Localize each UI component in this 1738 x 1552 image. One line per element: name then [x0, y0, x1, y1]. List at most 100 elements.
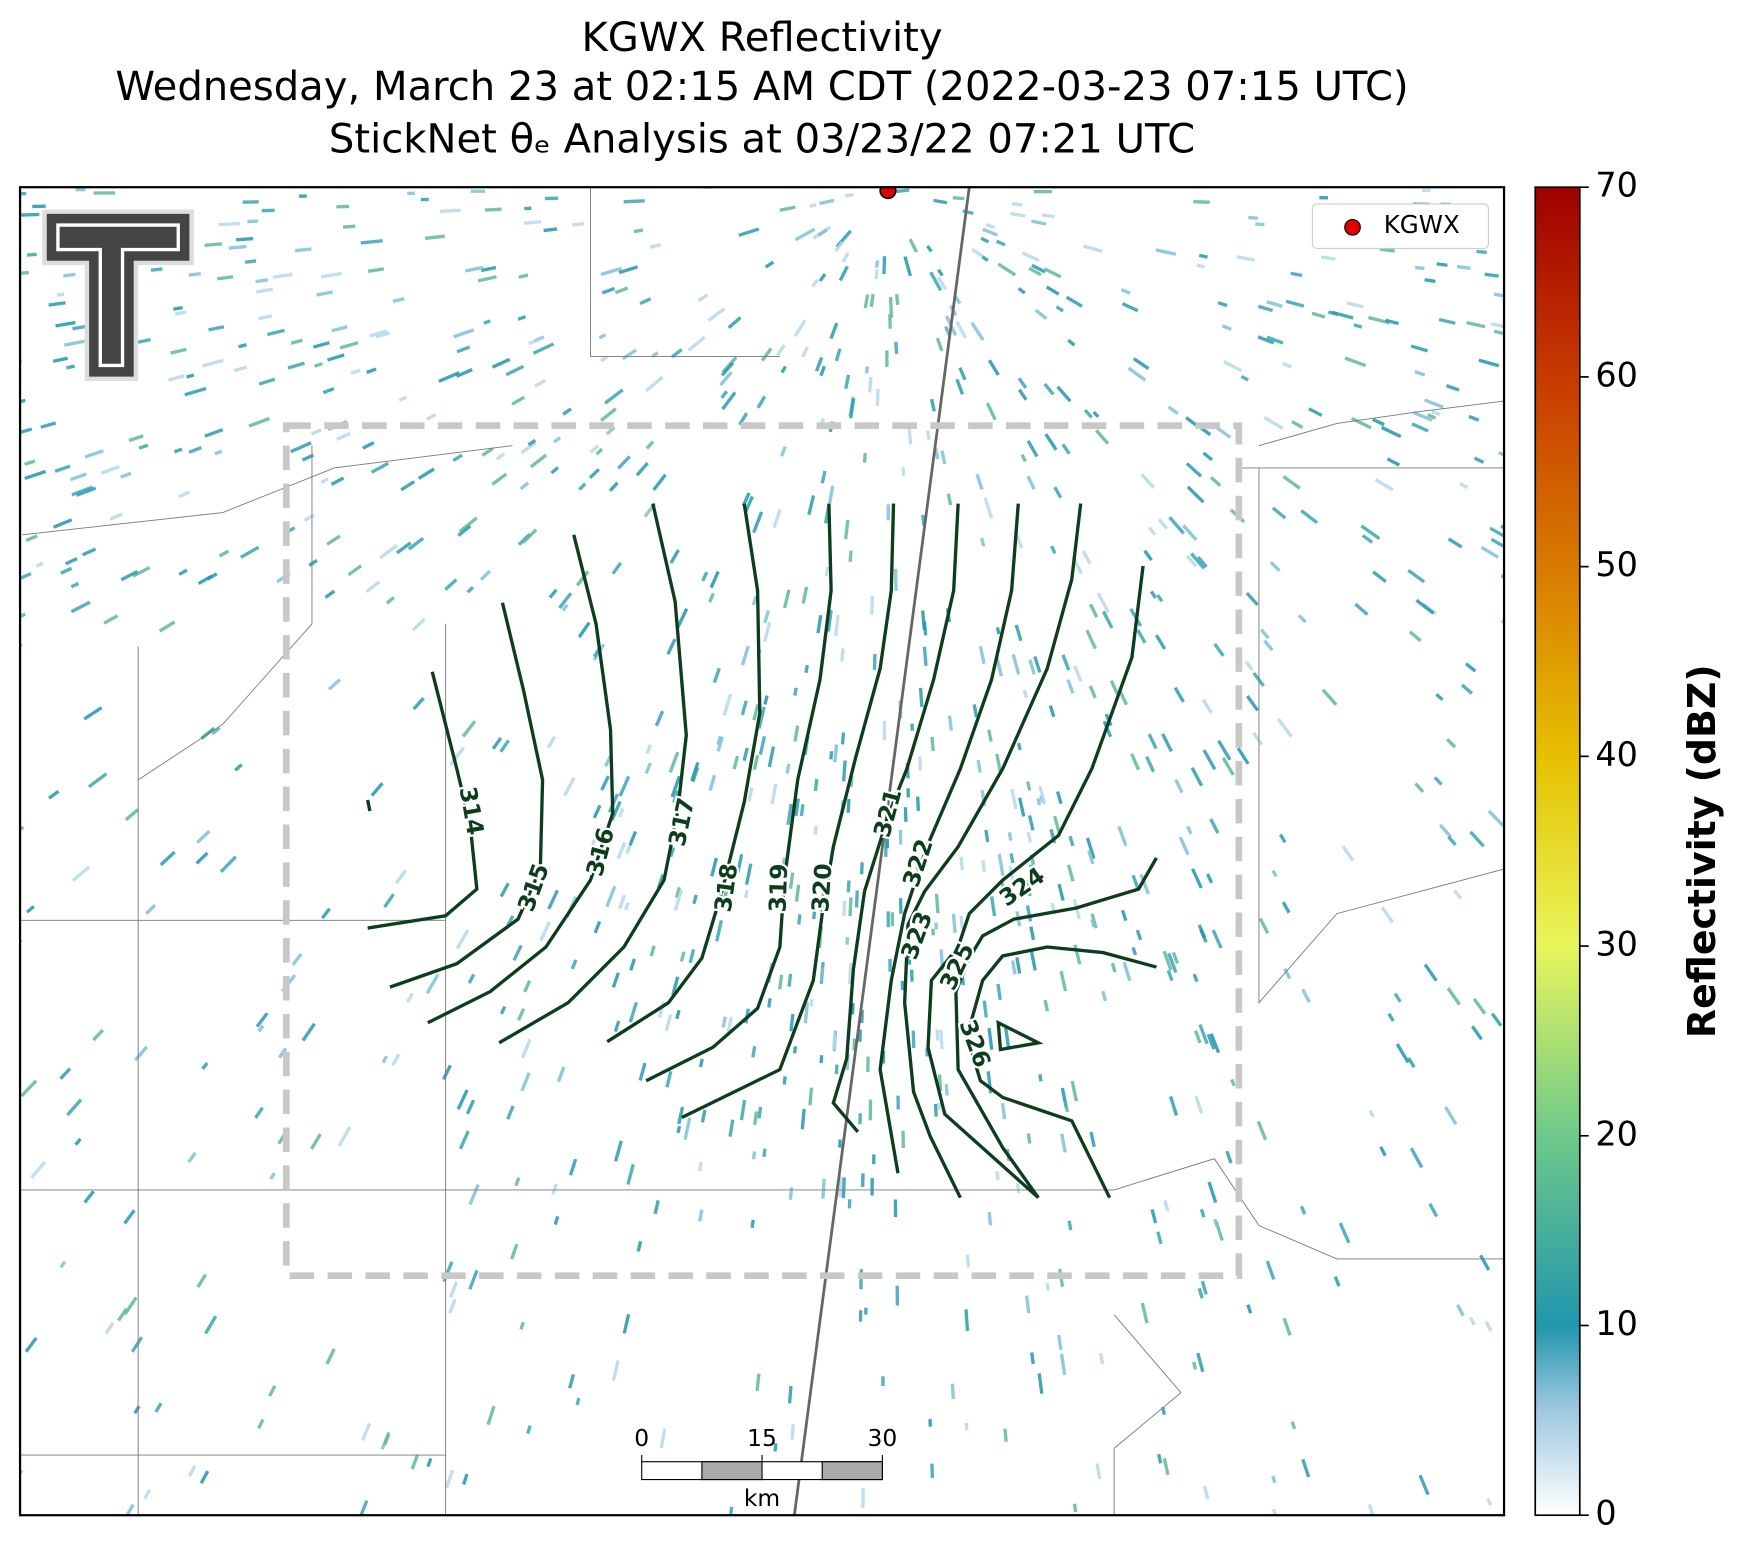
echo — [1490, 537, 1505, 548]
echo — [1265, 1260, 1276, 1280]
echo — [456, 345, 471, 354]
echo — [362, 441, 375, 450]
echo — [1412, 410, 1433, 422]
echo — [1198, 253, 1208, 259]
echo — [491, 472, 508, 486]
echo — [425, 413, 437, 421]
echo — [1368, 1109, 1375, 1118]
echo — [1043, 267, 1062, 279]
echo — [608, 481, 619, 492]
echo — [327, 353, 345, 362]
echo — [908, 238, 919, 253]
echo — [495, 452, 506, 461]
echo — [847, 1199, 852, 1209]
echo — [959, 856, 965, 871]
echo — [128, 434, 144, 443]
echo — [256, 287, 274, 294]
echo — [780, 365, 787, 374]
echo — [528, 335, 545, 346]
echo — [519, 1321, 525, 1330]
echo — [339, 341, 359, 350]
echo — [723, 890, 731, 909]
echo — [100, 465, 120, 475]
echo — [310, 1133, 322, 1150]
echo — [543, 227, 558, 233]
contour-label: 318 — [709, 862, 744, 914]
echo — [1053, 486, 1063, 499]
echo — [1447, 537, 1463, 549]
echo — [168, 374, 185, 382]
echo — [1028, 659, 1036, 675]
echo — [975, 473, 984, 491]
echo — [700, 1109, 707, 1123]
echo — [491, 736, 503, 750]
echo — [1033, 189, 1052, 194]
echo — [726, 1017, 733, 1036]
echo — [1333, 1276, 1341, 1287]
echo — [486, 1405, 496, 1426]
legend: KGWX — [1311, 203, 1489, 250]
contour-line — [902, 503, 1083, 1199]
echo — [170, 347, 187, 355]
echo — [1132, 357, 1150, 371]
echo — [859, 1269, 863, 1290]
echo — [864, 366, 870, 374]
echo — [1087, 850, 1095, 865]
echo — [1386, 457, 1401, 467]
echo — [1221, 756, 1235, 776]
echo — [1407, 1057, 1416, 1069]
echo — [244, 259, 257, 264]
echo — [466, 585, 475, 594]
echo — [1131, 874, 1140, 890]
echo — [1196, 1352, 1205, 1373]
echo — [846, 880, 851, 893]
echo — [1379, 1146, 1387, 1157]
echo — [1041, 213, 1055, 219]
echo — [886, 911, 890, 928]
echo — [595, 447, 604, 456]
scale-bar-unit: km — [744, 1484, 780, 1512]
echo — [1085, 629, 1097, 650]
echo — [247, 219, 259, 224]
echo — [287, 361, 305, 370]
echo — [720, 361, 735, 377]
echo — [1003, 1428, 1008, 1442]
echo — [255, 1012, 269, 1028]
echo — [1150, 1209, 1158, 1224]
echo — [391, 1053, 401, 1067]
echo — [1143, 549, 1153, 562]
echo — [635, 461, 649, 477]
echo — [611, 972, 620, 988]
echo — [1156, 593, 1164, 603]
echo — [342, 224, 356, 229]
echo — [614, 286, 629, 295]
echo — [1299, 1205, 1307, 1215]
echo — [32, 204, 46, 209]
echo — [204, 428, 224, 438]
echo — [59, 1067, 72, 1080]
echo — [407, 536, 425, 551]
echo — [786, 803, 793, 826]
echo — [841, 760, 847, 782]
echo — [117, 1308, 128, 1322]
echo — [505, 364, 525, 377]
echo — [511, 395, 526, 406]
echo — [72, 324, 88, 331]
echo — [951, 913, 957, 933]
echo — [976, 759, 982, 773]
echo — [930, 736, 935, 752]
echo — [1291, 420, 1304, 430]
echo — [752, 511, 764, 534]
echo — [425, 973, 440, 995]
echo — [1438, 317, 1456, 325]
echo — [978, 645, 986, 664]
echo — [233, 365, 248, 373]
echo — [793, 687, 798, 696]
echo — [673, 889, 684, 911]
echo — [465, 1099, 476, 1115]
echo — [617, 807, 625, 818]
echo — [829, 322, 839, 340]
echo — [834, 240, 845, 252]
echo — [690, 761, 700, 782]
